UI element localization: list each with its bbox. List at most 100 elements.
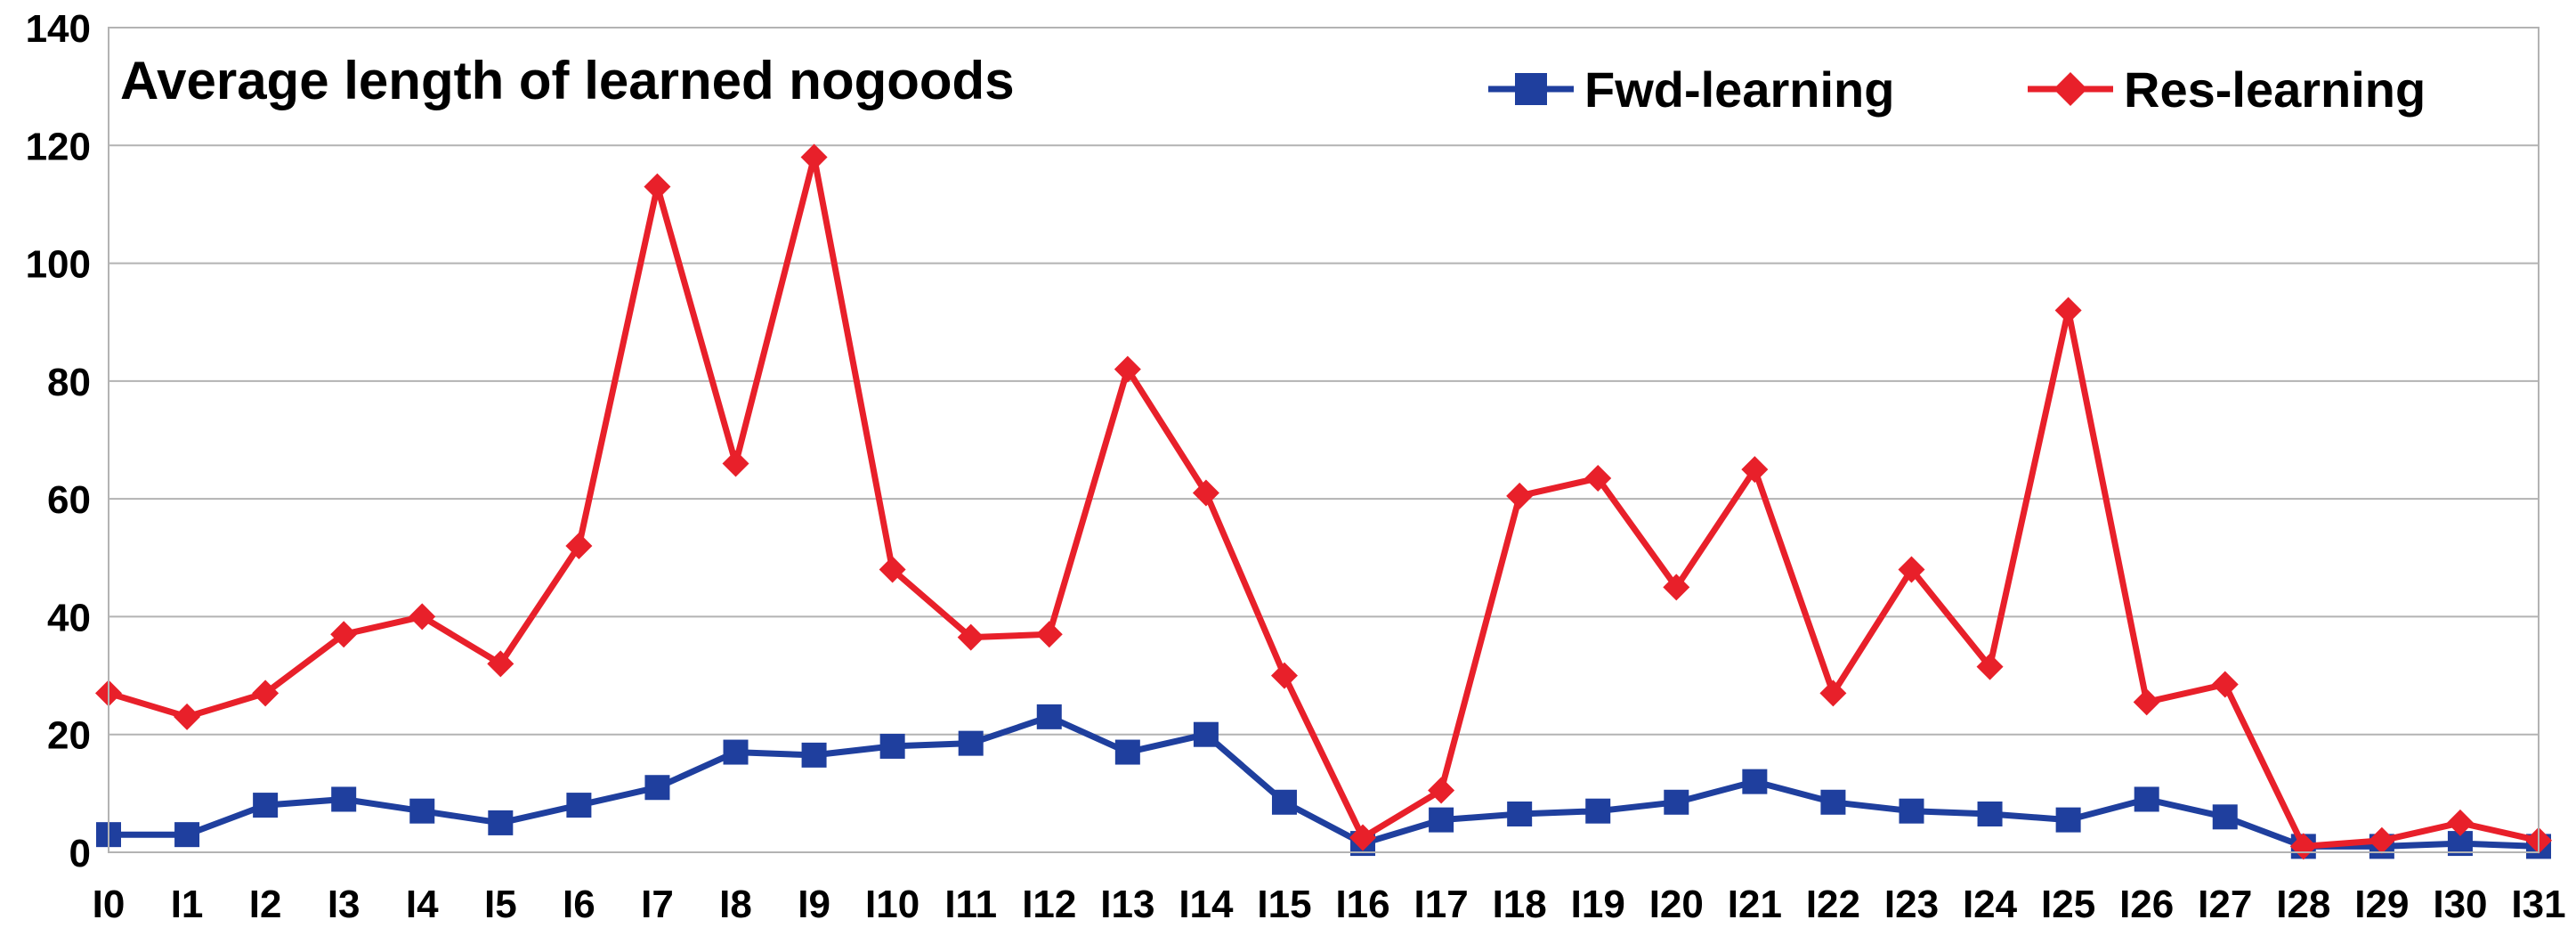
x-tick-label: I8	[719, 883, 752, 926]
data-point	[566, 793, 592, 818]
data-point	[174, 822, 200, 848]
x-tick-label: I17	[1414, 883, 1469, 926]
data-point	[174, 703, 201, 730]
legend-label: Res-learning	[2124, 61, 2426, 118]
data-point	[488, 810, 514, 835]
data-point	[2211, 671, 2239, 698]
data-point	[644, 775, 670, 801]
data-point	[253, 793, 279, 818]
legend-item: Res-learning	[2028, 61, 2426, 118]
data-point	[487, 650, 514, 678]
legend-label: Fwd-learning	[1584, 61, 1894, 118]
legend: Fwd-learning Res-learning	[1488, 61, 2426, 118]
x-tick-label: I28	[2276, 883, 2330, 926]
y-tick-label: 20	[47, 714, 91, 758]
data-point	[331, 786, 357, 812]
x-tick-label: I13	[1100, 883, 1154, 926]
data-point	[1349, 824, 1377, 851]
data-point	[1507, 802, 1533, 827]
data-point	[957, 623, 984, 651]
x-tick-label: I15	[1257, 883, 1311, 926]
y-tick-label: 100	[26, 243, 91, 287]
data-point	[1741, 456, 1769, 484]
data-point	[1271, 789, 1297, 815]
x-tick-label: I11	[944, 883, 997, 926]
chart-title: Average length of learned nogoods	[120, 51, 1015, 110]
x-tick-label: I16	[1335, 883, 1389, 926]
x-tick-label: I23	[1884, 883, 1939, 926]
x-tick-label: I27	[2198, 883, 2252, 926]
x-tick-label: I18	[1493, 883, 1547, 926]
data-point	[1429, 807, 1454, 833]
x-tick-label: I20	[1649, 883, 1704, 926]
data-point	[1898, 556, 1925, 583]
x-axis-tick-labels: I0 I1 I2 I3 I4 I5 I6 I7 I8 I9 I10 I11 I12 I13 I14 I15 I1…	[93, 883, 2566, 926]
data-point	[2055, 807, 2081, 833]
data-point	[1664, 789, 1689, 815]
x-tick-label: I5	[484, 883, 517, 926]
data-point	[1899, 798, 1924, 824]
x-tick-label: I2	[249, 883, 282, 926]
x-tick-label: I21	[1728, 883, 1782, 926]
data-point	[801, 742, 827, 768]
data-point	[1585, 798, 1611, 824]
data-point	[1114, 355, 1141, 383]
y-tick-label: 0	[69, 832, 91, 875]
data-point	[1977, 802, 2003, 827]
data-point	[879, 556, 906, 583]
data-point	[2133, 688, 2160, 716]
data-point	[722, 450, 749, 477]
data-point	[2054, 297, 2082, 324]
x-tick-label: I22	[1806, 883, 1860, 926]
data-point	[1506, 482, 1534, 509]
data-point	[1819, 680, 1847, 707]
x-tick-label: I3	[328, 883, 360, 926]
x-tick-label: I30	[2433, 883, 2487, 926]
data-point	[2446, 809, 2474, 836]
data-point	[1584, 464, 1612, 492]
x-tick-label: I7	[641, 883, 674, 926]
data-point	[879, 733, 905, 759]
x-tick-label: I0	[93, 883, 126, 926]
data-point	[1114, 739, 1140, 765]
data-point	[252, 680, 279, 707]
series-line	[107, 154, 2540, 850]
data-point	[1035, 621, 1063, 648]
legend-item: Fwd-learning	[1488, 61, 1894, 118]
y-tick-label: 120	[26, 125, 91, 168]
data-point	[2134, 786, 2159, 812]
data-point	[409, 603, 436, 631]
data-point	[2368, 826, 2395, 854]
data-point	[1193, 721, 1219, 747]
x-tick-label: I19	[1571, 883, 1625, 926]
y-axis-tick-labels: 0 20 40 60 80 100 120 140	[26, 7, 91, 875]
x-tick-label: I1	[171, 883, 204, 926]
data-point	[723, 739, 749, 765]
data-point	[1742, 769, 1768, 794]
data-point	[1270, 662, 1298, 689]
data-point	[330, 621, 358, 648]
y-tick-label: 140	[26, 7, 91, 51]
x-tick-label: I31	[2511, 883, 2565, 926]
x-tick-label: I14	[1179, 883, 1234, 926]
data-point	[1976, 653, 2004, 680]
data-point	[565, 533, 593, 560]
x-tick-label: I26	[2119, 883, 2174, 926]
x-tick-label: I12	[1022, 883, 1076, 926]
data-point	[1192, 479, 1219, 507]
data-point	[1428, 777, 1455, 804]
x-tick-label: I29	[2354, 883, 2409, 926]
data-point	[1663, 574, 1690, 601]
data-point	[644, 173, 671, 200]
y-tick-label: 80	[47, 361, 91, 404]
data-point	[409, 798, 435, 824]
legend-diamond-marker	[2054, 72, 2087, 106]
data-point	[958, 730, 984, 756]
plot-area-frame	[108, 27, 2540, 853]
x-tick-label: I4	[406, 883, 439, 926]
legend-square-marker	[1515, 73, 1547, 105]
x-tick-label: I10	[865, 883, 919, 926]
data-point	[2212, 804, 2238, 830]
x-tick-label: I24	[1963, 883, 2018, 926]
